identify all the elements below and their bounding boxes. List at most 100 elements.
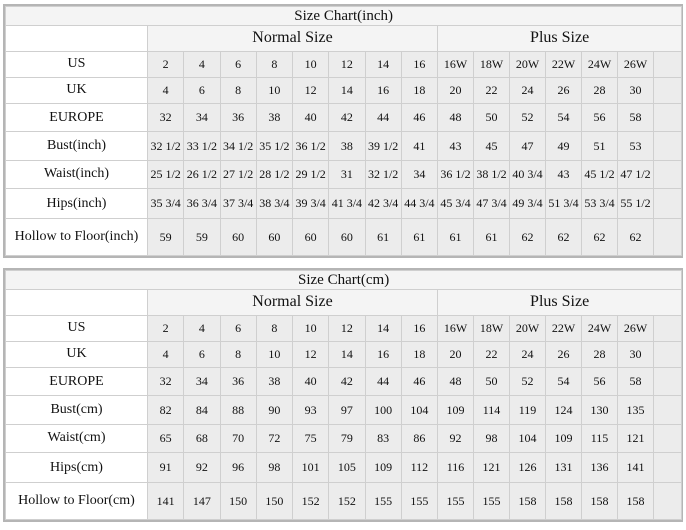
size-cell: 155 bbox=[473, 482, 510, 520]
size-cell: 45 3/4 bbox=[437, 188, 474, 220]
chart-title: Size Chart(inch) bbox=[4, 5, 683, 26]
size-cell: 56 bbox=[581, 103, 618, 133]
size-cell: 61 bbox=[400, 218, 439, 256]
size-cell: 62 bbox=[509, 218, 546, 256]
size-cell: 8 bbox=[219, 76, 257, 105]
size-cell: 97 bbox=[328, 395, 366, 425]
size-cell: 45 1/2 bbox=[581, 159, 618, 190]
size-cell: 32 bbox=[146, 103, 185, 133]
size-cell: 135 bbox=[617, 395, 654, 425]
size-cell: 68 bbox=[183, 423, 221, 454]
size-cell: 92 bbox=[183, 452, 221, 484]
size-cell: 53 3/4 bbox=[581, 188, 618, 220]
row-label: Waist(cm) bbox=[5, 423, 148, 454]
size-cell: 121 bbox=[473, 452, 510, 484]
size-cell: 50 bbox=[473, 367, 510, 397]
size-cell: 2 bbox=[146, 314, 185, 342]
spacer-cell bbox=[652, 482, 683, 520]
size-cell: 29 1/2 bbox=[291, 159, 330, 190]
size-cell: 33 1/2 bbox=[183, 131, 221, 161]
table-row: Hollow to Floor(cm) 141 147 150 150 152 152 155… bbox=[5, 482, 683, 520]
size-cell: 141 bbox=[146, 482, 185, 520]
size-cell: 82 bbox=[146, 395, 185, 425]
size-cell: 30 bbox=[617, 340, 654, 369]
spacer-cell bbox=[652, 452, 683, 484]
table-row: Hips(inch) 35 3/4 36 3/4 37 3/4 38 3/4 39 3/4… bbox=[5, 188, 683, 220]
size-cell: 8 bbox=[255, 314, 294, 342]
size-cell: 61 bbox=[437, 218, 474, 256]
size-cell: 115 bbox=[581, 423, 618, 454]
size-cell: 48 bbox=[437, 367, 474, 397]
size-cell: 36 bbox=[219, 103, 257, 133]
row-label: UK bbox=[5, 76, 148, 105]
size-cell: 35 3/4 bbox=[146, 188, 185, 220]
size-cell: 22W bbox=[545, 50, 582, 78]
size-cell: 36 1/2 bbox=[437, 159, 474, 190]
size-cell: 155 bbox=[364, 482, 402, 520]
size-cell: 38 3/4 bbox=[255, 188, 294, 220]
size-cell: 101 bbox=[291, 452, 330, 484]
table-row: Hips(cm) 91 92 96 98 101 105 109 112 116 121 126 131… bbox=[5, 452, 683, 484]
size-cell: 38 1/2 bbox=[473, 159, 510, 190]
table-row: UK 4 6 8 10 12 14 16 18 20 22 24 26 28 30 bbox=[5, 76, 683, 105]
size-cell: 100 bbox=[364, 395, 402, 425]
size-cell: 126 bbox=[509, 452, 546, 484]
group-row: Normal Size Plus Size bbox=[5, 289, 683, 316]
size-cell: 42 3/4 bbox=[364, 188, 402, 220]
size-cell: 65 bbox=[146, 423, 185, 454]
size-cell: 158 bbox=[617, 482, 654, 520]
size-chart-cm: Size Chart(cm) Normal Size Plus Size US 2 4 6 8… bbox=[3, 268, 683, 522]
size-cell: 47 1/2 bbox=[617, 159, 654, 190]
table-row: Bust(inch) 32 1/2 33 1/2 34 1/2 35 1/2 36 1/2… bbox=[5, 131, 683, 161]
size-cell: 84 bbox=[183, 395, 221, 425]
title-row: Size Chart(inch) bbox=[4, 5, 683, 26]
size-cell: 41 3/4 bbox=[328, 188, 366, 220]
spacer-cell bbox=[652, 103, 683, 133]
size-cell: 104 bbox=[509, 423, 546, 454]
size-cell: 16 bbox=[364, 76, 402, 105]
size-cell: 155 bbox=[400, 482, 439, 520]
size-cell: 51 bbox=[581, 131, 618, 161]
size-cell: 155 bbox=[437, 482, 474, 520]
size-cell: 26 1/2 bbox=[183, 159, 221, 190]
size-cell: 136 bbox=[581, 452, 618, 484]
row-label: Hollow to Floor(cm) bbox=[5, 482, 148, 520]
size-cell: 62 bbox=[581, 218, 618, 256]
group-header-plus: Plus Size bbox=[436, 289, 683, 316]
size-cell: 52 bbox=[509, 103, 546, 133]
size-cell: 38 bbox=[255, 103, 294, 133]
size-cell: 18W bbox=[473, 50, 510, 78]
size-cell: 46 bbox=[400, 367, 439, 397]
size-cell: 121 bbox=[617, 423, 654, 454]
size-cell: 60 bbox=[255, 218, 294, 256]
size-cell: 147 bbox=[183, 482, 221, 520]
spacer-cell bbox=[652, 188, 683, 220]
size-cell: 18 bbox=[400, 340, 439, 369]
size-cell: 4 bbox=[183, 50, 221, 78]
size-cell: 114 bbox=[473, 395, 510, 425]
size-cell: 16W bbox=[437, 314, 474, 342]
size-cell: 50 bbox=[473, 103, 510, 133]
size-cell: 14 bbox=[328, 340, 366, 369]
size-cell: 28 bbox=[581, 340, 618, 369]
spacer-cell bbox=[652, 340, 683, 369]
size-cell: 20W bbox=[509, 314, 546, 342]
group-header-normal: Normal Size bbox=[147, 25, 438, 52]
size-cell: 12 bbox=[328, 314, 366, 342]
size-cell: 62 bbox=[617, 218, 654, 256]
size-cell: 10 bbox=[291, 50, 330, 78]
size-cell: 28 1/2 bbox=[255, 159, 294, 190]
size-cell: 26 bbox=[545, 340, 582, 369]
size-cell: 152 bbox=[291, 482, 330, 520]
spacer-cell bbox=[652, 50, 683, 78]
size-cell: 62 bbox=[545, 218, 582, 256]
size-cell: 152 bbox=[328, 482, 366, 520]
size-cell: 49 bbox=[545, 131, 582, 161]
size-cell: 59 bbox=[146, 218, 185, 256]
size-cell: 36 3/4 bbox=[183, 188, 221, 220]
size-cell: 31 bbox=[328, 159, 366, 190]
size-cell: 30 bbox=[617, 76, 654, 105]
size-cell: 54 bbox=[545, 367, 582, 397]
size-cell: 6 bbox=[219, 314, 257, 342]
spacer-cell bbox=[652, 218, 683, 256]
